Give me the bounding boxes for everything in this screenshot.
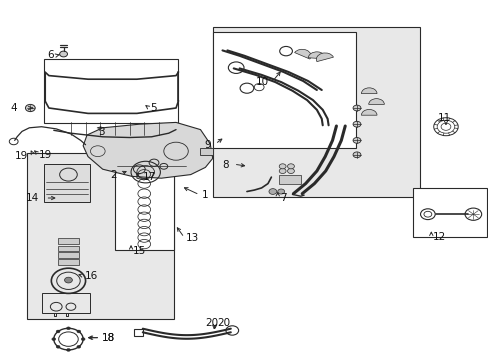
Circle shape: [352, 152, 360, 158]
Circle shape: [56, 345, 60, 348]
Circle shape: [25, 104, 35, 112]
Bar: [58, 259, 79, 265]
Circle shape: [352, 121, 360, 127]
Text: 3: 3: [98, 127, 104, 138]
Circle shape: [268, 189, 276, 194]
Circle shape: [60, 51, 67, 57]
Wedge shape: [368, 99, 384, 104]
Circle shape: [64, 277, 72, 283]
Text: 18: 18: [102, 333, 115, 343]
Circle shape: [277, 189, 284, 194]
Circle shape: [77, 345, 81, 348]
Text: 16: 16: [84, 271, 98, 282]
Circle shape: [279, 168, 285, 174]
Text: 1: 1: [201, 190, 208, 201]
Text: 14: 14: [26, 193, 39, 203]
Text: 13: 13: [185, 233, 199, 243]
Bar: [41, 293, 90, 313]
Bar: [412, 188, 486, 237]
Circle shape: [279, 164, 285, 169]
Bar: [134, 329, 142, 336]
Wedge shape: [361, 88, 376, 94]
Bar: [212, 32, 355, 148]
Text: 10: 10: [255, 77, 268, 87]
Bar: [199, 148, 212, 155]
Circle shape: [52, 338, 56, 341]
Text: 20: 20: [205, 318, 218, 328]
Text: 20: 20: [217, 318, 230, 328]
Text: 12: 12: [432, 232, 445, 242]
Circle shape: [56, 330, 60, 333]
Bar: [58, 238, 79, 244]
Circle shape: [81, 338, 85, 341]
Circle shape: [287, 164, 294, 169]
Circle shape: [287, 168, 294, 174]
Text: 19: 19: [15, 150, 28, 161]
Text: 9: 9: [204, 140, 211, 150]
Circle shape: [66, 327, 70, 330]
Bar: [44, 59, 178, 123]
Text: 5: 5: [150, 103, 157, 113]
Wedge shape: [316, 53, 333, 62]
Text: 19: 19: [39, 150, 52, 160]
Text: 15: 15: [133, 246, 146, 256]
Wedge shape: [294, 49, 310, 59]
Bar: [27, 153, 173, 319]
Bar: [58, 252, 79, 258]
Wedge shape: [361, 109, 376, 115]
Wedge shape: [307, 52, 325, 59]
Bar: [115, 164, 173, 250]
Circle shape: [352, 105, 360, 111]
Text: 7: 7: [279, 193, 286, 203]
Bar: [278, 175, 300, 184]
Circle shape: [77, 330, 81, 333]
Bar: [58, 246, 79, 251]
Text: 8: 8: [222, 160, 228, 170]
Text: 4: 4: [11, 103, 18, 113]
Text: 6: 6: [47, 50, 54, 60]
Text: 11: 11: [437, 113, 450, 123]
Bar: [44, 164, 90, 202]
Text: 17: 17: [142, 172, 156, 182]
Circle shape: [352, 138, 360, 143]
Circle shape: [66, 348, 70, 351]
Text: 2: 2: [109, 170, 116, 180]
Polygon shape: [83, 122, 212, 178]
Bar: [212, 27, 419, 197]
Text: 18: 18: [102, 333, 115, 343]
